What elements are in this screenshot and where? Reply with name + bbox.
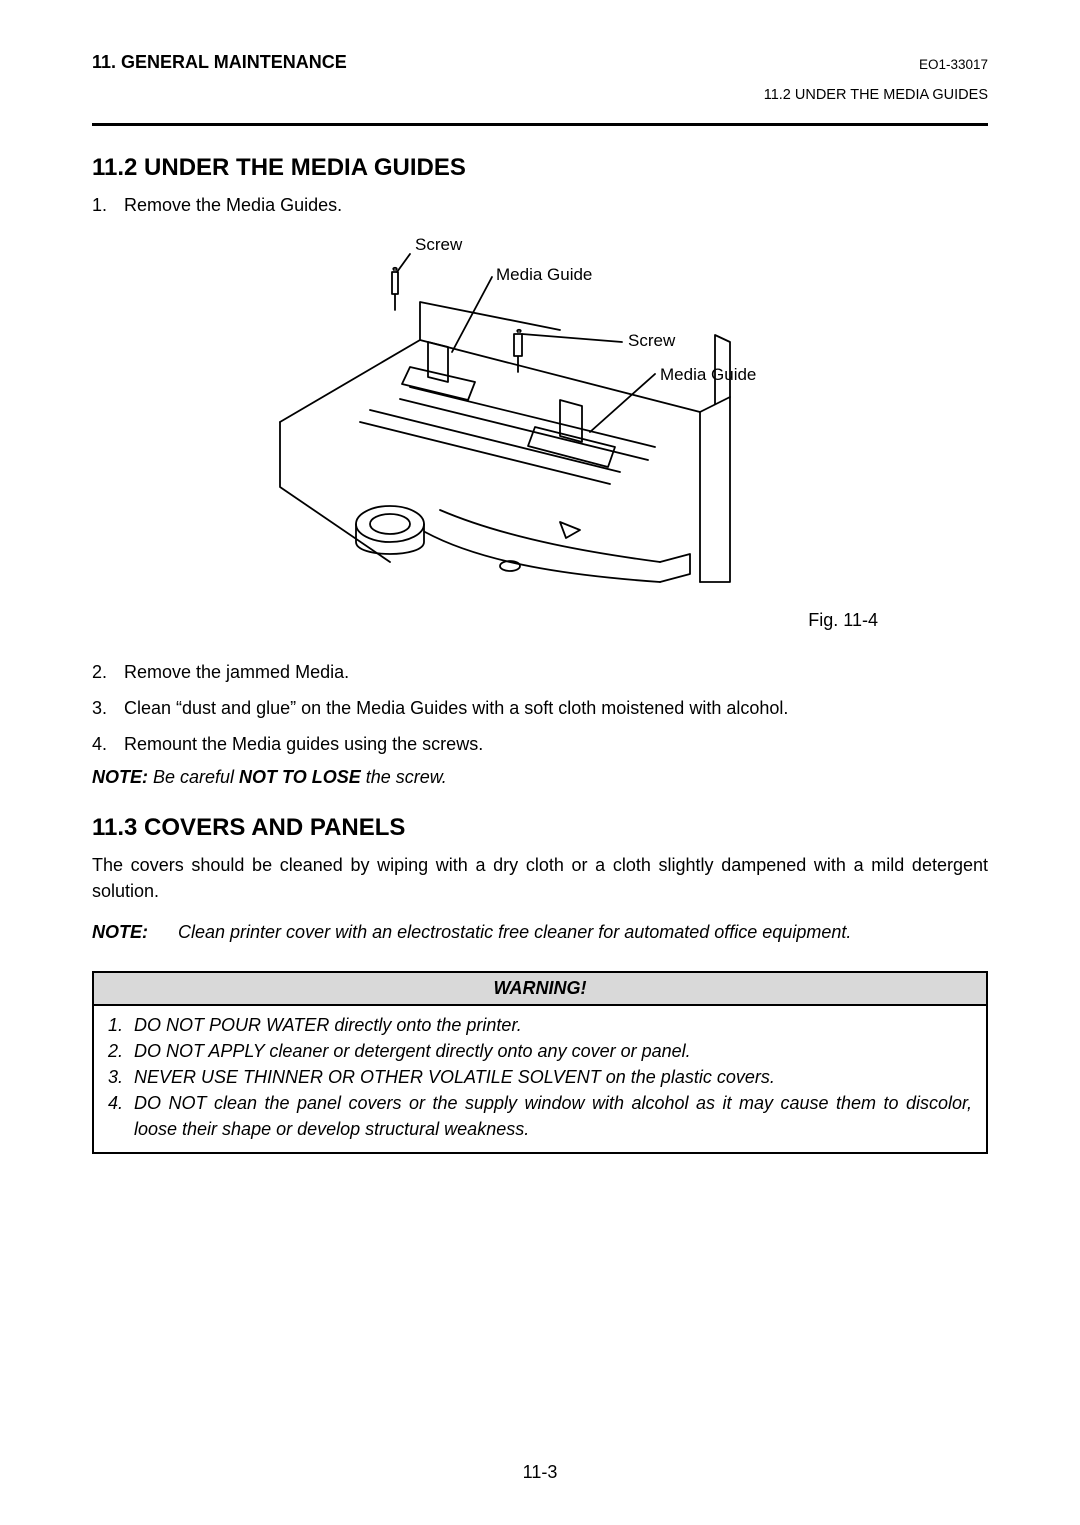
label-media-guide-2: Media Guide xyxy=(660,365,756,384)
step-number: 2. xyxy=(92,659,124,687)
step-number: 3. xyxy=(92,695,124,723)
section-11-2-heading: 11.2 UNDER THE MEDIA GUIDES xyxy=(92,154,988,182)
header-doc-id-block: EO1-33017 11.2 UNDER THE MEDIA GUIDES xyxy=(764,52,988,109)
step-list-11-2b: 2. Remove the jammed Media. 3. Clean “du… xyxy=(92,659,988,759)
warning-item-1: 1. DO NOT POUR WATER directly onto the p… xyxy=(108,1012,972,1038)
warning-item-2: 2. DO NOT APPLY cleaner or detergent dir… xyxy=(108,1038,972,1064)
step-number: 1. xyxy=(92,192,124,220)
warning-num: 3. xyxy=(108,1064,134,1090)
step-text: Remove the Media Guides. xyxy=(124,192,988,220)
page-header: 11. GENERAL MAINTENANCE EO1-33017 11.2 U… xyxy=(92,52,988,109)
step-text: Clean “dust and glue” on the Media Guide… xyxy=(124,695,988,723)
warning-num: 1. xyxy=(108,1012,134,1038)
warning-item-3: 3. NEVER USE THINNER OR OTHER VOLATILE S… xyxy=(108,1064,972,1090)
section-11-3-body: The covers should be cleaned by wiping w… xyxy=(92,852,988,904)
step-1: 1. Remove the Media Guides. xyxy=(92,192,988,220)
note-body: Clean printer cover with an electrostati… xyxy=(178,922,988,943)
step-text: Remount the Media guides using the screw… xyxy=(124,731,988,759)
warning-body: 1. DO NOT POUR WATER directly onto the p… xyxy=(94,1006,986,1152)
note-bold: NOT TO LOSE xyxy=(239,767,361,787)
header-rule xyxy=(92,123,988,126)
note-lead: Be careful xyxy=(148,767,239,787)
step-list-11-2a: 1. Remove the Media Guides. xyxy=(92,192,988,220)
warning-num: 4. xyxy=(108,1090,134,1142)
warning-text: NEVER USE THINNER OR OTHER VOLATILE SOLV… xyxy=(134,1064,972,1090)
step-3: 3. Clean “dust and glue” on the Media Gu… xyxy=(92,695,988,723)
label-screw-2: Screw xyxy=(628,331,676,350)
step-4: 4. Remount the Media guides using the sc… xyxy=(92,731,988,759)
step-number: 4. xyxy=(92,731,124,759)
note-tail: the screw. xyxy=(361,767,447,787)
note-label: NOTE: xyxy=(92,767,148,787)
label-media-guide-1: Media Guide xyxy=(496,265,592,284)
header-section-ref: 11.2 UNDER THE MEDIA GUIDES xyxy=(764,82,988,110)
note-11-2: NOTE: Be careful NOT TO LOSE the screw. xyxy=(92,767,988,788)
note-11-3: NOTE: Clean printer cover with an electr… xyxy=(92,922,988,943)
warning-text: DO NOT APPLY cleaner or detergent direct… xyxy=(134,1038,972,1064)
page-number: 11-3 xyxy=(0,1462,1080,1483)
step-text: Remove the jammed Media. xyxy=(124,659,988,687)
media-guide-diagram: Screw Media Guide Screw Media Guide xyxy=(260,232,820,602)
figure-caption: Fig. 11-4 xyxy=(92,610,988,631)
warning-text: DO NOT clean the panel covers or the sup… xyxy=(134,1090,972,1142)
header-chapter: 11. GENERAL MAINTENANCE xyxy=(92,52,347,73)
warning-text: DO NOT POUR WATER directly onto the prin… xyxy=(134,1012,972,1038)
step-2: 2. Remove the jammed Media. xyxy=(92,659,988,687)
label-screw-1: Screw xyxy=(415,235,463,254)
note-label: NOTE: xyxy=(92,922,178,943)
warning-title: WARNING! xyxy=(94,973,986,1006)
warning-num: 2. xyxy=(108,1038,134,1064)
header-doc-id: EO1-33017 xyxy=(764,52,988,78)
warning-item-4: 4. DO NOT clean the panel covers or the … xyxy=(108,1090,972,1142)
figure-11-4: Screw Media Guide Screw Media Guide xyxy=(92,232,988,602)
section-11-3-heading: 11.3 COVERS AND PANELS xyxy=(92,814,988,842)
warning-box: WARNING! 1. DO NOT POUR WATER directly o… xyxy=(92,971,988,1154)
